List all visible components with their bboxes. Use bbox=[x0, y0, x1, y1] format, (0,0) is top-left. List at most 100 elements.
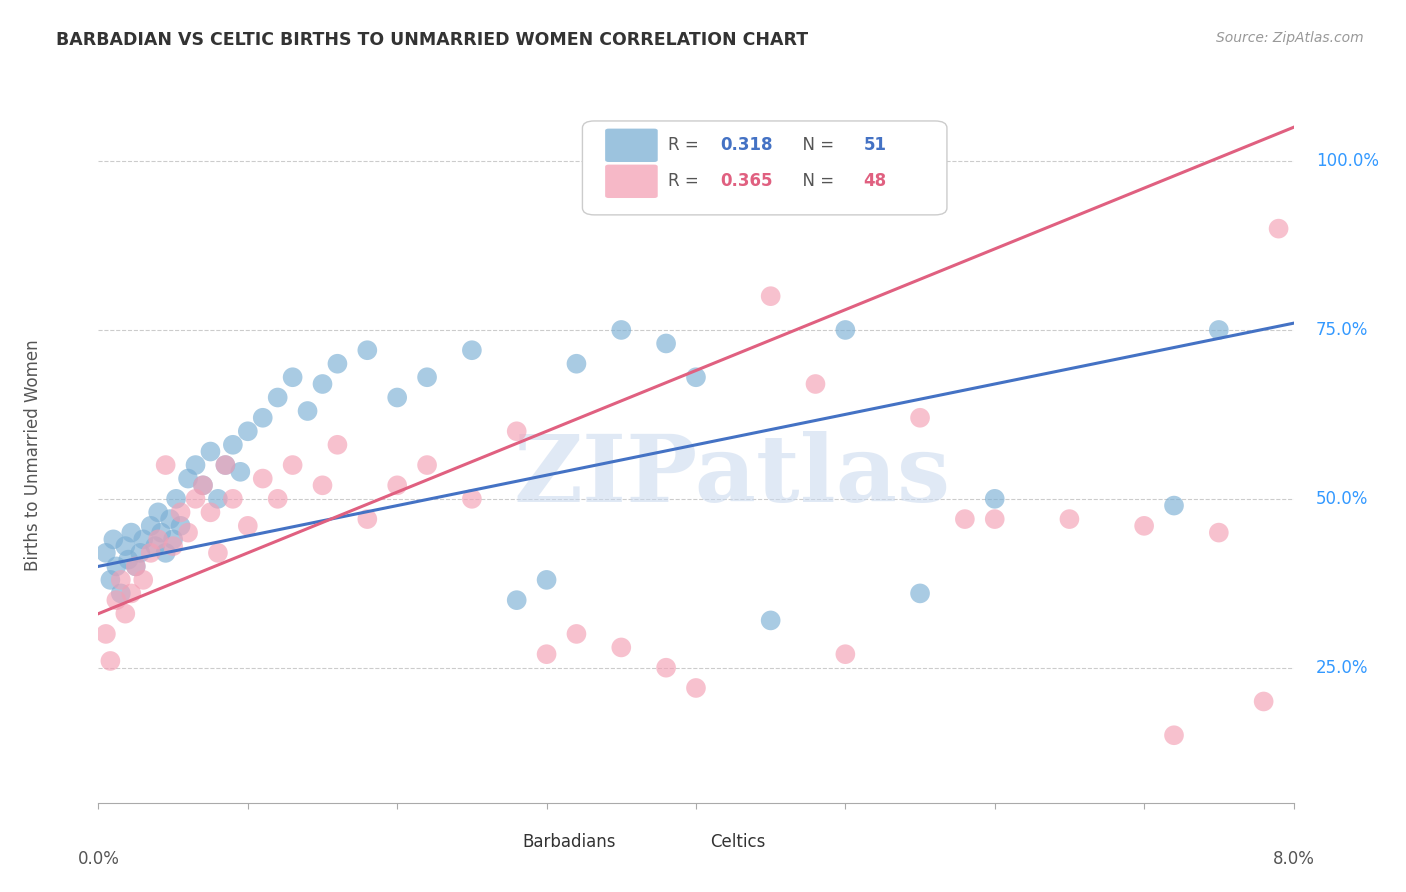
FancyBboxPatch shape bbox=[659, 827, 704, 857]
Point bbox=[214, 458, 236, 472]
Point bbox=[150, 525, 173, 540]
Point bbox=[506, 424, 529, 438]
Text: Source: ZipAtlas.com: Source: ZipAtlas.com bbox=[1216, 31, 1364, 45]
Text: 50.0%: 50.0% bbox=[1316, 490, 1368, 508]
Point bbox=[165, 491, 187, 506]
Point bbox=[252, 410, 274, 425]
Text: BARBADIAN VS CELTIC BIRTHS TO UNMARRIED WOMEN CORRELATION CHART: BARBADIAN VS CELTIC BIRTHS TO UNMARRIED … bbox=[56, 31, 808, 49]
Point bbox=[236, 424, 259, 438]
Text: 100.0%: 100.0% bbox=[1316, 152, 1379, 170]
Point bbox=[222, 438, 245, 452]
Point bbox=[565, 357, 588, 371]
Point bbox=[129, 546, 152, 560]
Point bbox=[536, 647, 558, 661]
Point bbox=[132, 533, 155, 547]
Point bbox=[117, 552, 139, 566]
Point bbox=[125, 559, 148, 574]
Point bbox=[169, 519, 191, 533]
Point bbox=[461, 491, 484, 506]
Text: 48: 48 bbox=[863, 172, 886, 190]
Point bbox=[297, 404, 319, 418]
Point bbox=[1059, 512, 1081, 526]
Point bbox=[114, 607, 136, 621]
FancyBboxPatch shape bbox=[605, 128, 658, 162]
Point bbox=[103, 533, 125, 547]
Point bbox=[191, 478, 214, 492]
Point bbox=[908, 586, 931, 600]
Point bbox=[834, 647, 856, 661]
Text: 0.318: 0.318 bbox=[720, 136, 772, 154]
Text: N =: N = bbox=[792, 172, 839, 190]
Point bbox=[191, 478, 214, 492]
Point bbox=[1163, 499, 1185, 513]
Point bbox=[94, 627, 117, 641]
Point bbox=[105, 593, 128, 607]
Point bbox=[1163, 728, 1185, 742]
Text: 51: 51 bbox=[863, 136, 886, 154]
Point bbox=[655, 336, 678, 351]
Text: 75.0%: 75.0% bbox=[1316, 321, 1368, 339]
Point bbox=[1253, 694, 1275, 708]
Point bbox=[267, 491, 290, 506]
Point bbox=[155, 546, 177, 560]
Point bbox=[177, 525, 200, 540]
Point bbox=[200, 444, 222, 458]
Point bbox=[416, 458, 439, 472]
Point bbox=[1208, 525, 1230, 540]
Text: 25.0%: 25.0% bbox=[1316, 658, 1368, 677]
Point bbox=[110, 573, 132, 587]
Point bbox=[120, 525, 142, 540]
Point bbox=[236, 519, 259, 533]
Point bbox=[356, 343, 378, 358]
Point bbox=[385, 391, 409, 405]
Point bbox=[385, 478, 409, 492]
Text: 0.0%: 0.0% bbox=[77, 850, 120, 868]
Point bbox=[162, 533, 184, 547]
Point bbox=[200, 505, 222, 519]
Point bbox=[184, 458, 207, 472]
Point bbox=[267, 391, 290, 405]
FancyBboxPatch shape bbox=[471, 827, 517, 857]
Text: 0.365: 0.365 bbox=[720, 172, 772, 190]
Point bbox=[311, 478, 333, 492]
Point bbox=[804, 376, 827, 391]
Point bbox=[120, 586, 142, 600]
Point bbox=[565, 627, 588, 641]
Text: Births to Unmarried Women: Births to Unmarried Women bbox=[24, 339, 42, 571]
Point bbox=[759, 614, 782, 628]
Point bbox=[1267, 221, 1289, 235]
Point bbox=[159, 512, 181, 526]
Point bbox=[311, 376, 333, 391]
Point bbox=[184, 491, 207, 506]
Point bbox=[155, 458, 177, 472]
Point bbox=[536, 573, 558, 587]
Point bbox=[110, 586, 132, 600]
Point bbox=[461, 343, 484, 358]
Point bbox=[207, 546, 229, 560]
Point bbox=[610, 323, 633, 337]
Point bbox=[139, 546, 162, 560]
Point bbox=[125, 559, 148, 574]
Text: R =: R = bbox=[668, 136, 704, 154]
Point bbox=[169, 505, 191, 519]
Point bbox=[1208, 323, 1230, 337]
Point bbox=[177, 472, 200, 486]
Point bbox=[98, 654, 122, 668]
Point bbox=[356, 512, 378, 526]
Point bbox=[655, 661, 678, 675]
Point bbox=[132, 573, 155, 587]
Point bbox=[114, 539, 136, 553]
Point bbox=[148, 505, 170, 519]
Point bbox=[983, 512, 1005, 526]
Point bbox=[326, 357, 349, 371]
FancyBboxPatch shape bbox=[582, 121, 946, 215]
Point bbox=[326, 438, 349, 452]
Point bbox=[207, 491, 229, 506]
FancyBboxPatch shape bbox=[605, 165, 658, 198]
Point bbox=[94, 546, 117, 560]
Point bbox=[983, 491, 1005, 506]
Point bbox=[759, 289, 782, 303]
Text: ZIPatlas: ZIPatlas bbox=[513, 431, 950, 521]
Point bbox=[834, 323, 856, 337]
Text: Barbadians: Barbadians bbox=[523, 833, 616, 851]
